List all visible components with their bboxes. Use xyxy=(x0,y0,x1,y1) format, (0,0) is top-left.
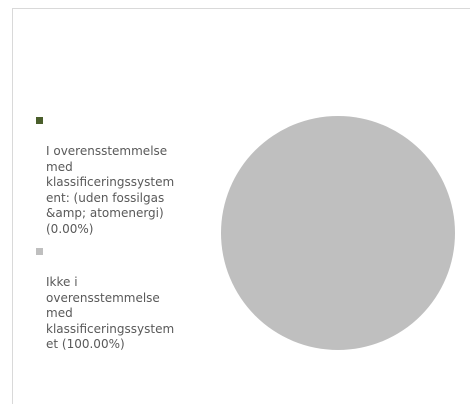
legend-swatch-aligned xyxy=(36,117,43,124)
legend-swatch-not-aligned xyxy=(36,248,43,255)
chart-legend: I overensstemmelse med klassificeringssy… xyxy=(36,113,201,353)
legend-label-not-aligned: Ikke i overensstemmelse med klassificeri… xyxy=(46,275,175,351)
legend-item-not-aligned: Ikke i overensstemmelse med klassificeri… xyxy=(36,244,201,353)
legend-item-aligned: I overensstemmelse med klassificeringssy… xyxy=(36,113,201,237)
legend-label-aligned: I overensstemmelse med klassificeringssy… xyxy=(46,144,175,236)
